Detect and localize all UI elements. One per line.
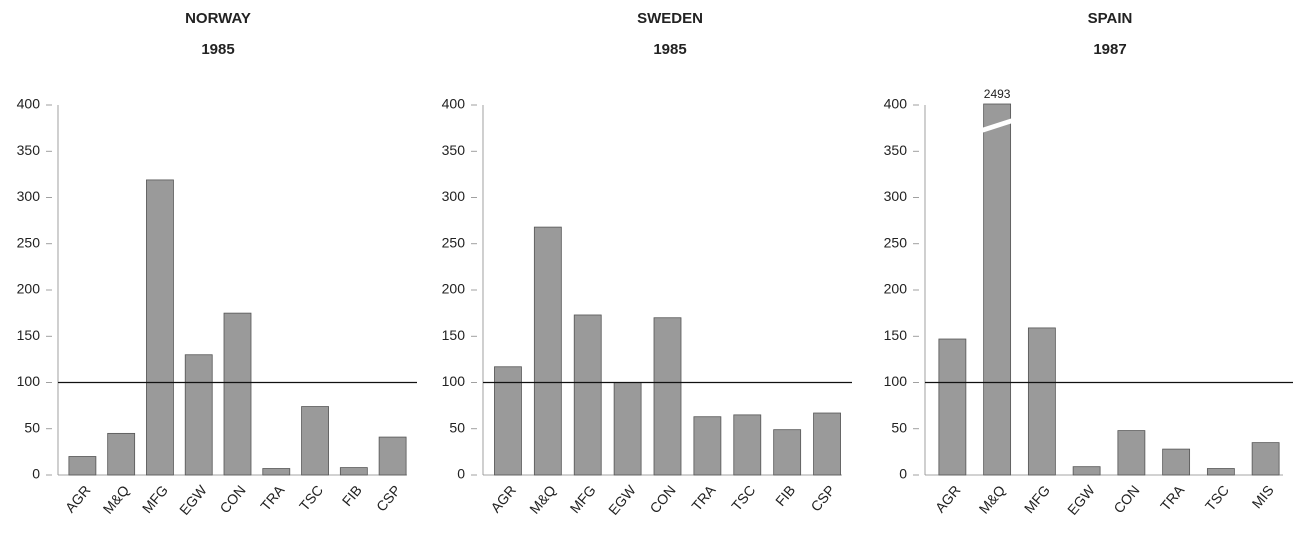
bar — [378, 436, 407, 476]
bar — [1251, 442, 1280, 476]
y-tick-label: 350 — [17, 142, 41, 158]
bar — [262, 468, 291, 476]
bar — [1117, 430, 1146, 476]
y-tick-label: 300 — [17, 188, 41, 204]
x-tick-label: TSC — [1202, 482, 1232, 514]
x-tick-label: M&Q — [976, 482, 1009, 517]
y-tick-label: 400 — [17, 96, 41, 112]
x-tick-label: CSP — [373, 482, 404, 514]
x-tick-label: AGR — [487, 482, 519, 516]
bar — [613, 382, 642, 476]
bar — [693, 416, 722, 476]
y-tick-label: 250 — [17, 234, 41, 250]
x-tick-label: FIB — [772, 482, 798, 509]
y-tick-label: 50 — [891, 419, 907, 435]
y-tick-label: 200 — [442, 281, 466, 297]
x-tick-label: TSC — [296, 482, 326, 514]
x-tick-label: EGW — [605, 481, 639, 518]
bar — [1072, 466, 1101, 476]
y-tick-label: 0 — [899, 466, 907, 482]
bar — [813, 412, 841, 476]
x-tick-label: CON — [216, 482, 248, 516]
x-tick-label: EGW — [1064, 481, 1098, 518]
x-tick-label: CSP — [807, 482, 838, 514]
bar — [184, 354, 213, 476]
bar — [1027, 327, 1056, 476]
bar — [573, 314, 602, 476]
y-tick-label: 200 — [884, 281, 908, 297]
y-tick-label: 250 — [884, 234, 908, 250]
y-tick-label: 350 — [884, 142, 908, 158]
y-tick-label: 350 — [442, 142, 466, 158]
x-tick-label: CON — [646, 482, 678, 516]
bar — [653, 317, 682, 476]
bar — [301, 406, 329, 476]
y-tick-label: 50 — [24, 419, 40, 435]
y-tick-label: 100 — [884, 373, 908, 389]
x-tick-label: EGW — [176, 481, 210, 518]
y-tick-label: 150 — [442, 327, 466, 343]
bar — [533, 226, 562, 476]
bar — [146, 179, 174, 476]
chart-subtitle: 1985 — [653, 41, 686, 58]
x-tick-label: M&Q — [100, 482, 133, 517]
axis-break — [981, 118, 1013, 133]
bar — [938, 338, 967, 476]
y-tick-label: 150 — [17, 327, 41, 343]
y-tick-label: 300 — [442, 188, 466, 204]
value-label: 2493 — [984, 87, 1011, 101]
x-tick-label: AGR — [62, 482, 94, 516]
y-tick-label: 300 — [884, 188, 908, 204]
bar — [223, 312, 252, 476]
y-tick-label: 400 — [442, 96, 466, 112]
y-tick-label: 50 — [449, 419, 465, 435]
x-tick-label: AGR — [932, 482, 964, 516]
chart-subtitle: 1987 — [1093, 41, 1126, 58]
bar — [773, 429, 802, 476]
bar — [107, 432, 136, 476]
chart-subtitle: 1985 — [201, 41, 234, 58]
chart-title: SWEDEN — [637, 10, 703, 27]
x-tick-label: TSC — [728, 482, 758, 514]
y-tick-label: 400 — [884, 96, 908, 112]
y-tick-label: 0 — [32, 466, 40, 482]
x-tick-label: MFG — [139, 482, 171, 516]
y-tick-label: 200 — [17, 281, 41, 297]
bar — [733, 414, 762, 476]
x-tick-label: M&Q — [526, 482, 559, 517]
y-tick-label: 100 — [17, 373, 41, 389]
x-tick-label: TRA — [688, 482, 719, 514]
bar — [339, 467, 368, 476]
chart-title: SPAIN — [1088, 10, 1133, 27]
chart-title: NORWAY — [185, 10, 251, 27]
bar — [1162, 448, 1191, 476]
y-tick-label: 100 — [442, 373, 466, 389]
bar — [983, 103, 1012, 476]
x-tick-label: FIB — [339, 482, 365, 509]
y-tick-label: 0 — [457, 466, 465, 482]
x-tick-label: MFG — [567, 482, 599, 516]
x-tick-label: MFG — [1021, 482, 1053, 516]
x-tick-label: TRA — [1157, 482, 1188, 514]
x-tick-label: MIS — [1249, 482, 1277, 511]
bar — [1206, 468, 1235, 476]
bar — [494, 366, 522, 476]
y-tick-label: 150 — [884, 327, 908, 343]
bar — [68, 456, 97, 476]
y-tick-label: 250 — [442, 234, 466, 250]
x-tick-label: CON — [1110, 482, 1142, 516]
x-tick-label: TRA — [257, 482, 288, 514]
